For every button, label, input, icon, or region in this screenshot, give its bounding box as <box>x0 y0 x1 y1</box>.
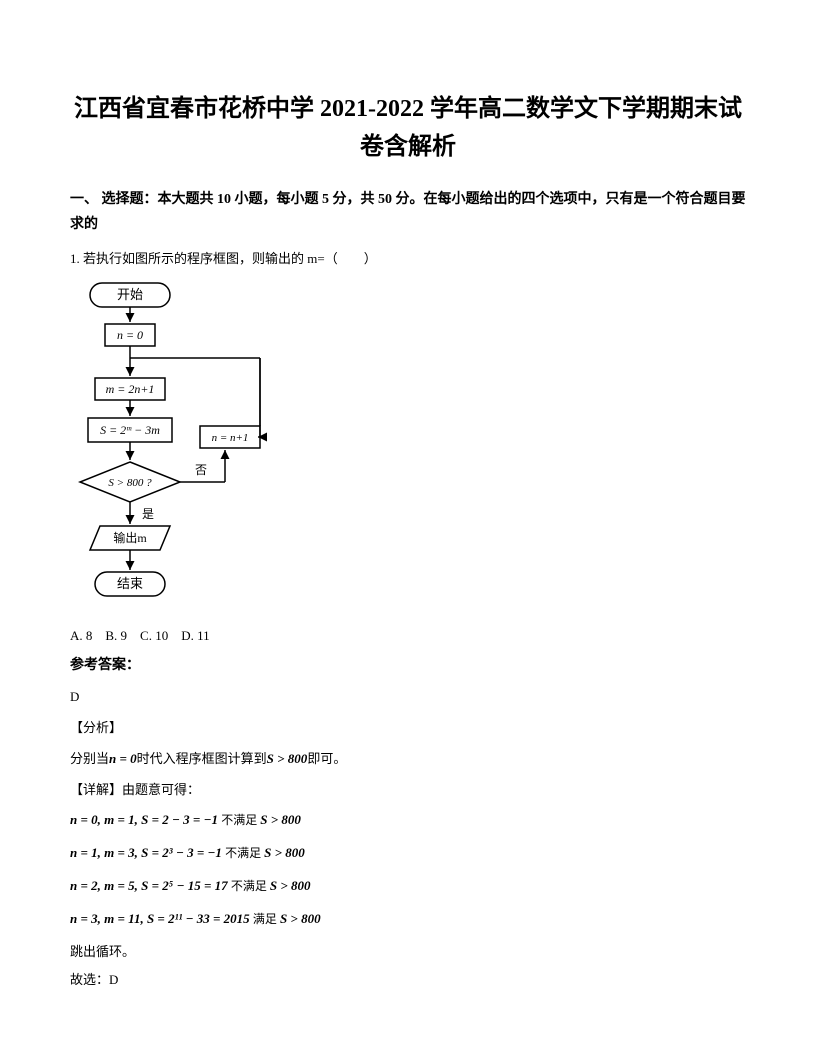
question-text: 若执行如图所示的程序框图，则输出的 m=（ ） <box>83 251 377 266</box>
analysis-math2: S > 800 <box>267 749 308 770</box>
flowchart-end: 结束 <box>117 576 143 591</box>
analysis-mid: 时代入程序框图计算到 <box>137 749 267 770</box>
step-3-suffix: 满足 <box>253 912 280 926</box>
step-2: n = 2, m = 5, S = 2⁵ − 15 = 17 不满足 S > 8… <box>70 876 746 897</box>
step-1-cond: S > 800 <box>264 845 305 860</box>
analysis-math1: n = 0 <box>109 749 137 770</box>
step-2-cond: S > 800 <box>270 878 311 893</box>
flowchart-n-init: n = 0 <box>117 328 143 342</box>
conclusion: 故选：D <box>70 970 746 991</box>
flowchart-no-label: 否 <box>195 463 207 477</box>
step-2-math: n = 2, m = 5, S = 2⁵ − 15 = 17 <box>70 878 228 893</box>
step-3-math: n = 3, m = 11, S = 2¹¹ − 33 = 2015 <box>70 911 250 926</box>
analysis-label: 【分析】 <box>70 718 746 739</box>
flowchart-yes-label: 是 <box>142 507 154 521</box>
step-1-math: n = 1, m = 3, S = 2³ − 3 = −1 <box>70 845 222 860</box>
flowchart-diagram: 开始 n = 0 m = 2n+1 S = 2ᵐ − 3m S > 800 ? … <box>70 278 746 618</box>
step-0-math: n = 0, m = 1, S = 2 − 3 = −1 <box>70 812 218 827</box>
flowchart-output: 输出m <box>113 530 147 545</box>
section-header: 一、 选择题：本大题共 10 小题，每小题 5 分，共 50 分。在每小题给出的… <box>70 187 746 237</box>
answer-options: A. 8 B. 9 C. 10 D. 11 <box>70 626 746 647</box>
detail-label: 【详解】由题意可得： <box>70 780 746 801</box>
step-3-cond: S > 800 <box>280 911 321 926</box>
answer-label: 参考答案： <box>70 655 746 677</box>
flowchart-start: 开始 <box>117 287 143 302</box>
step-0-cond: S > 800 <box>260 812 301 827</box>
analysis-suffix: 即可。 <box>307 749 346 770</box>
step-1: n = 1, m = 3, S = 2³ − 3 = −1 不满足 S > 80… <box>70 843 746 864</box>
flowchart-s-calc: S = 2ᵐ − 3m <box>100 423 160 437</box>
step-0: n = 0, m = 1, S = 2 − 3 = −1 不满足 S > 800 <box>70 810 746 831</box>
step-3: n = 3, m = 11, S = 2¹¹ − 33 = 2015 满足 S … <box>70 909 746 930</box>
flowchart-m-calc: m = 2n+1 <box>106 382 155 396</box>
question-number: 1. <box>70 251 80 266</box>
step-1-suffix: 不满足 <box>225 846 264 860</box>
exit-text: 跳出循环。 <box>70 942 746 963</box>
question-1: 1. 若执行如图所示的程序框图，则输出的 m=（ ） <box>70 249 746 270</box>
step-0-suffix: 不满足 <box>221 813 260 827</box>
answer-letter: D <box>70 687 746 708</box>
step-2-suffix: 不满足 <box>231 879 270 893</box>
flowchart-condition: S > 800 ? <box>108 477 152 489</box>
flowchart-n-incr: n = n+1 <box>212 432 249 444</box>
analysis-prefix: 分别当 <box>70 749 109 770</box>
page-title: 江西省宜春市花桥中学 2021-2022 学年高二数学文下学期期末试卷含解析 <box>70 90 746 167</box>
analysis-text: 分别当 n = 0 时代入程序框图计算到 S > 800 即可。 <box>70 749 746 770</box>
